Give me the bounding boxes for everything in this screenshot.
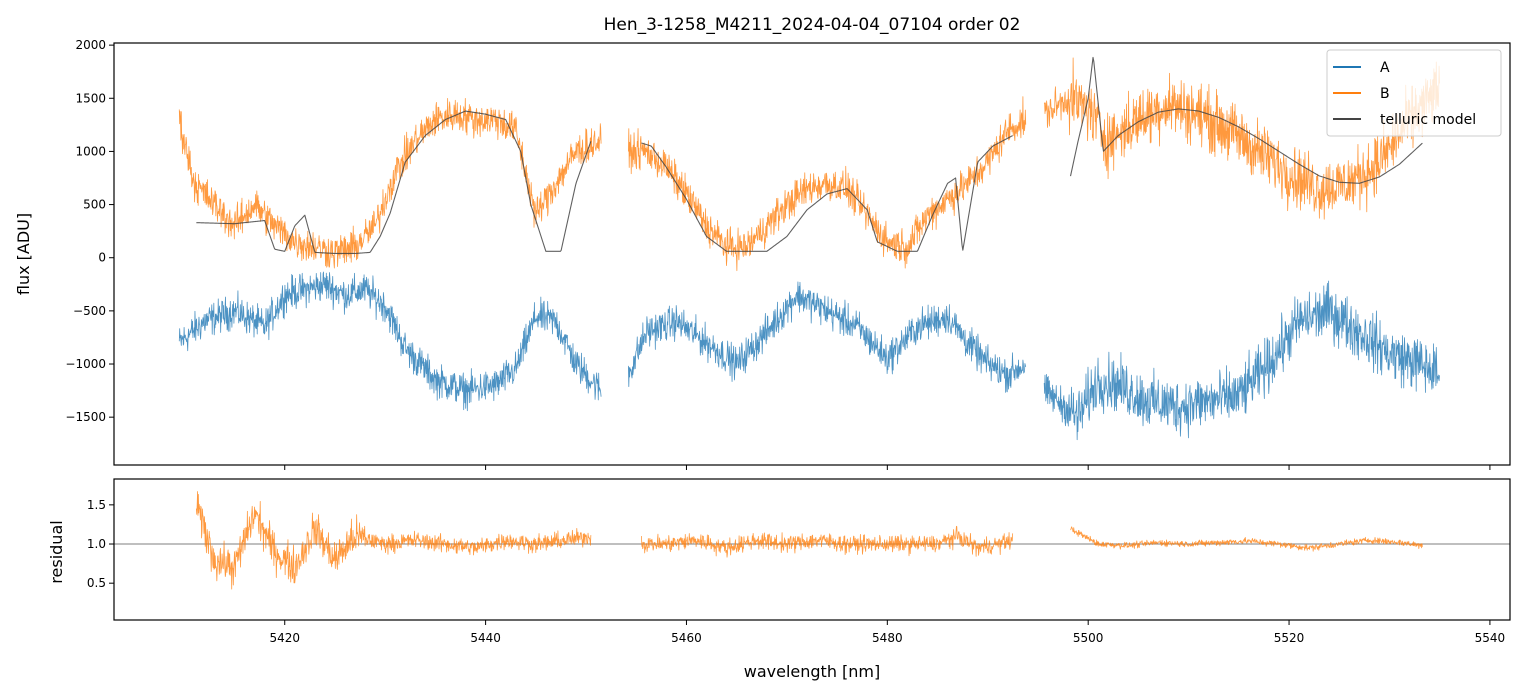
telluric-model-line-segment-3: [1069, 56, 1423, 184]
x-axis-label: wavelength [nm]: [744, 662, 881, 681]
x-tick-label: 5420: [269, 631, 300, 645]
residual-series-layer: [114, 491, 1510, 590]
x-tick-label: 5440: [470, 631, 501, 645]
residual-line-segment-2: [641, 525, 1014, 558]
residual-y-axis: 0.5 1.0 1.5: [87, 498, 114, 590]
series-telluric-model: [196, 56, 1423, 255]
a-line-segment-1: [178, 271, 602, 412]
residual-line-segment-3: [1070, 526, 1423, 552]
chart-title: Hen_3-1258_M4211_2024-04-04_07104 order …: [604, 15, 1021, 35]
y-tick-label: 1.5: [87, 498, 106, 512]
legend-label-b: B: [1380, 86, 1390, 102]
legend-label-telluric: telluric model: [1380, 112, 1476, 128]
series-b: [178, 57, 1440, 272]
residual-x-axis: 5420 5440 5460 5480 5500 5520 5540: [269, 620, 1505, 645]
x-tick-label: 5520: [1274, 631, 1305, 645]
flux-x-axis: [284, 465, 1491, 470]
telluric-model-line-segment-1: [196, 110, 592, 255]
series-: [195, 491, 1423, 590]
flux-y-axis-label: flux [ADU]: [14, 213, 33, 295]
flux-series-layer: [178, 56, 1440, 441]
b-line-segment-1: [178, 97, 602, 269]
y-tick-label: 500: [83, 198, 106, 212]
legend: A B telluric model: [1326, 49, 1502, 137]
flux-plot-frame: [113, 42, 1511, 466]
residual-line-segment-1: [195, 491, 592, 590]
telluric-model-line-segment-2: [641, 135, 1013, 252]
y-tick-label: −1000: [65, 357, 106, 371]
series-a: [178, 271, 1440, 441]
legend-label-a: A: [1380, 60, 1390, 76]
a-line-segment-3: [1043, 280, 1440, 441]
x-tick-label: 5540: [1475, 631, 1506, 645]
y-tick-label: 0.5: [87, 576, 106, 590]
x-tick-label: 5460: [671, 631, 702, 645]
flux-panel: −1500 −1000 −500 0 500 1000 1500 2000 flux [ADU…: [14, 38, 1511, 470]
flux-y-axis: −1500 −1000 −500 0 500 1000 1500 2000: [65, 38, 114, 424]
y-tick-label: −500: [73, 304, 106, 318]
y-tick-label: −1500: [65, 410, 106, 424]
b-line-segment-2: [628, 96, 1027, 272]
x-tick-label: 5500: [1073, 631, 1104, 645]
y-tick-label: 0: [98, 251, 106, 265]
x-tick-label: 5480: [872, 631, 903, 645]
legend-box: [1326, 49, 1502, 137]
residual-plot-frame: [113, 478, 1511, 621]
b-line-segment-3: [1043, 57, 1440, 220]
residual-panel: 0.5 1.0 1.5 5420 5440 5460 5480 5500 5520 5540 r…: [47, 478, 1511, 681]
y-tick-label: 1.0: [87, 537, 106, 551]
y-tick-label: 1000: [75, 144, 106, 158]
residual-y-axis-label: residual: [47, 520, 66, 583]
a-line-segment-2: [628, 281, 1027, 393]
y-tick-label: 2000: [75, 38, 106, 52]
y-tick-label: 1500: [75, 91, 106, 105]
